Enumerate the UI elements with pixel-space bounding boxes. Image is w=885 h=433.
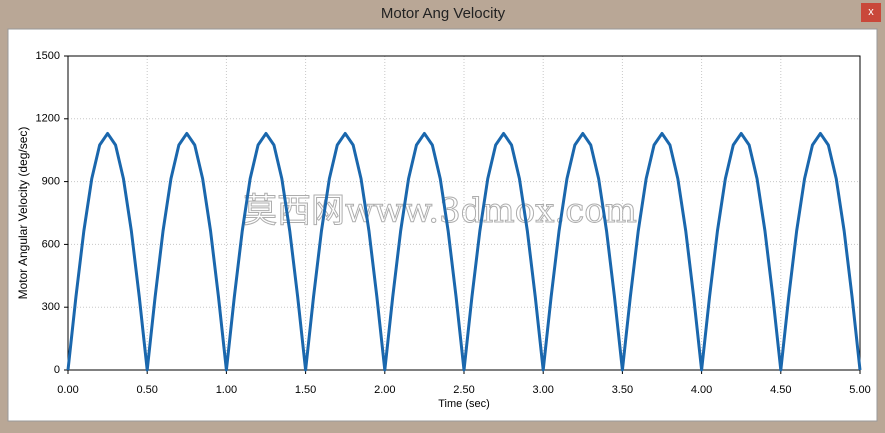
x-tick-label: 1.50 bbox=[295, 384, 316, 396]
watermark: 莫西网www.3dmox.com bbox=[243, 191, 637, 231]
y-tick-label: 1500 bbox=[36, 50, 60, 62]
x-tick-label: 1.00 bbox=[216, 384, 237, 396]
x-tick-label: 5.00 bbox=[849, 384, 870, 396]
data-line bbox=[66, 131, 862, 372]
x-tick-label: 2.00 bbox=[374, 384, 395, 396]
close-button[interactable] bbox=[861, 3, 881, 22]
y-axis-label: Motor Angular Velocity (deg/sec) bbox=[16, 127, 30, 300]
y-tick-label: 0 bbox=[54, 364, 60, 376]
window-title: Motor Ang Velocity bbox=[381, 5, 506, 22]
y-tick-label: 600 bbox=[42, 238, 60, 250]
x-axis-label: Time (sec) bbox=[438, 398, 490, 410]
y-tick-label: 1200 bbox=[36, 113, 60, 125]
x-tick-label: 3.00 bbox=[532, 384, 553, 396]
x-tick-label: 2.50 bbox=[453, 384, 474, 396]
x-tick-label: 3.50 bbox=[612, 384, 633, 396]
x-tick-label: 0.50 bbox=[136, 384, 157, 396]
y-tick-label: 300 bbox=[42, 301, 60, 313]
chart-area bbox=[7, 28, 878, 422]
x-tick-label: 4.50 bbox=[770, 384, 791, 396]
x-tick-label: 4.00 bbox=[691, 384, 712, 396]
y-tick-label: 900 bbox=[42, 176, 60, 188]
close-label[interactable]: x bbox=[868, 6, 874, 18]
x-tick-label: 0.00 bbox=[57, 384, 78, 396]
